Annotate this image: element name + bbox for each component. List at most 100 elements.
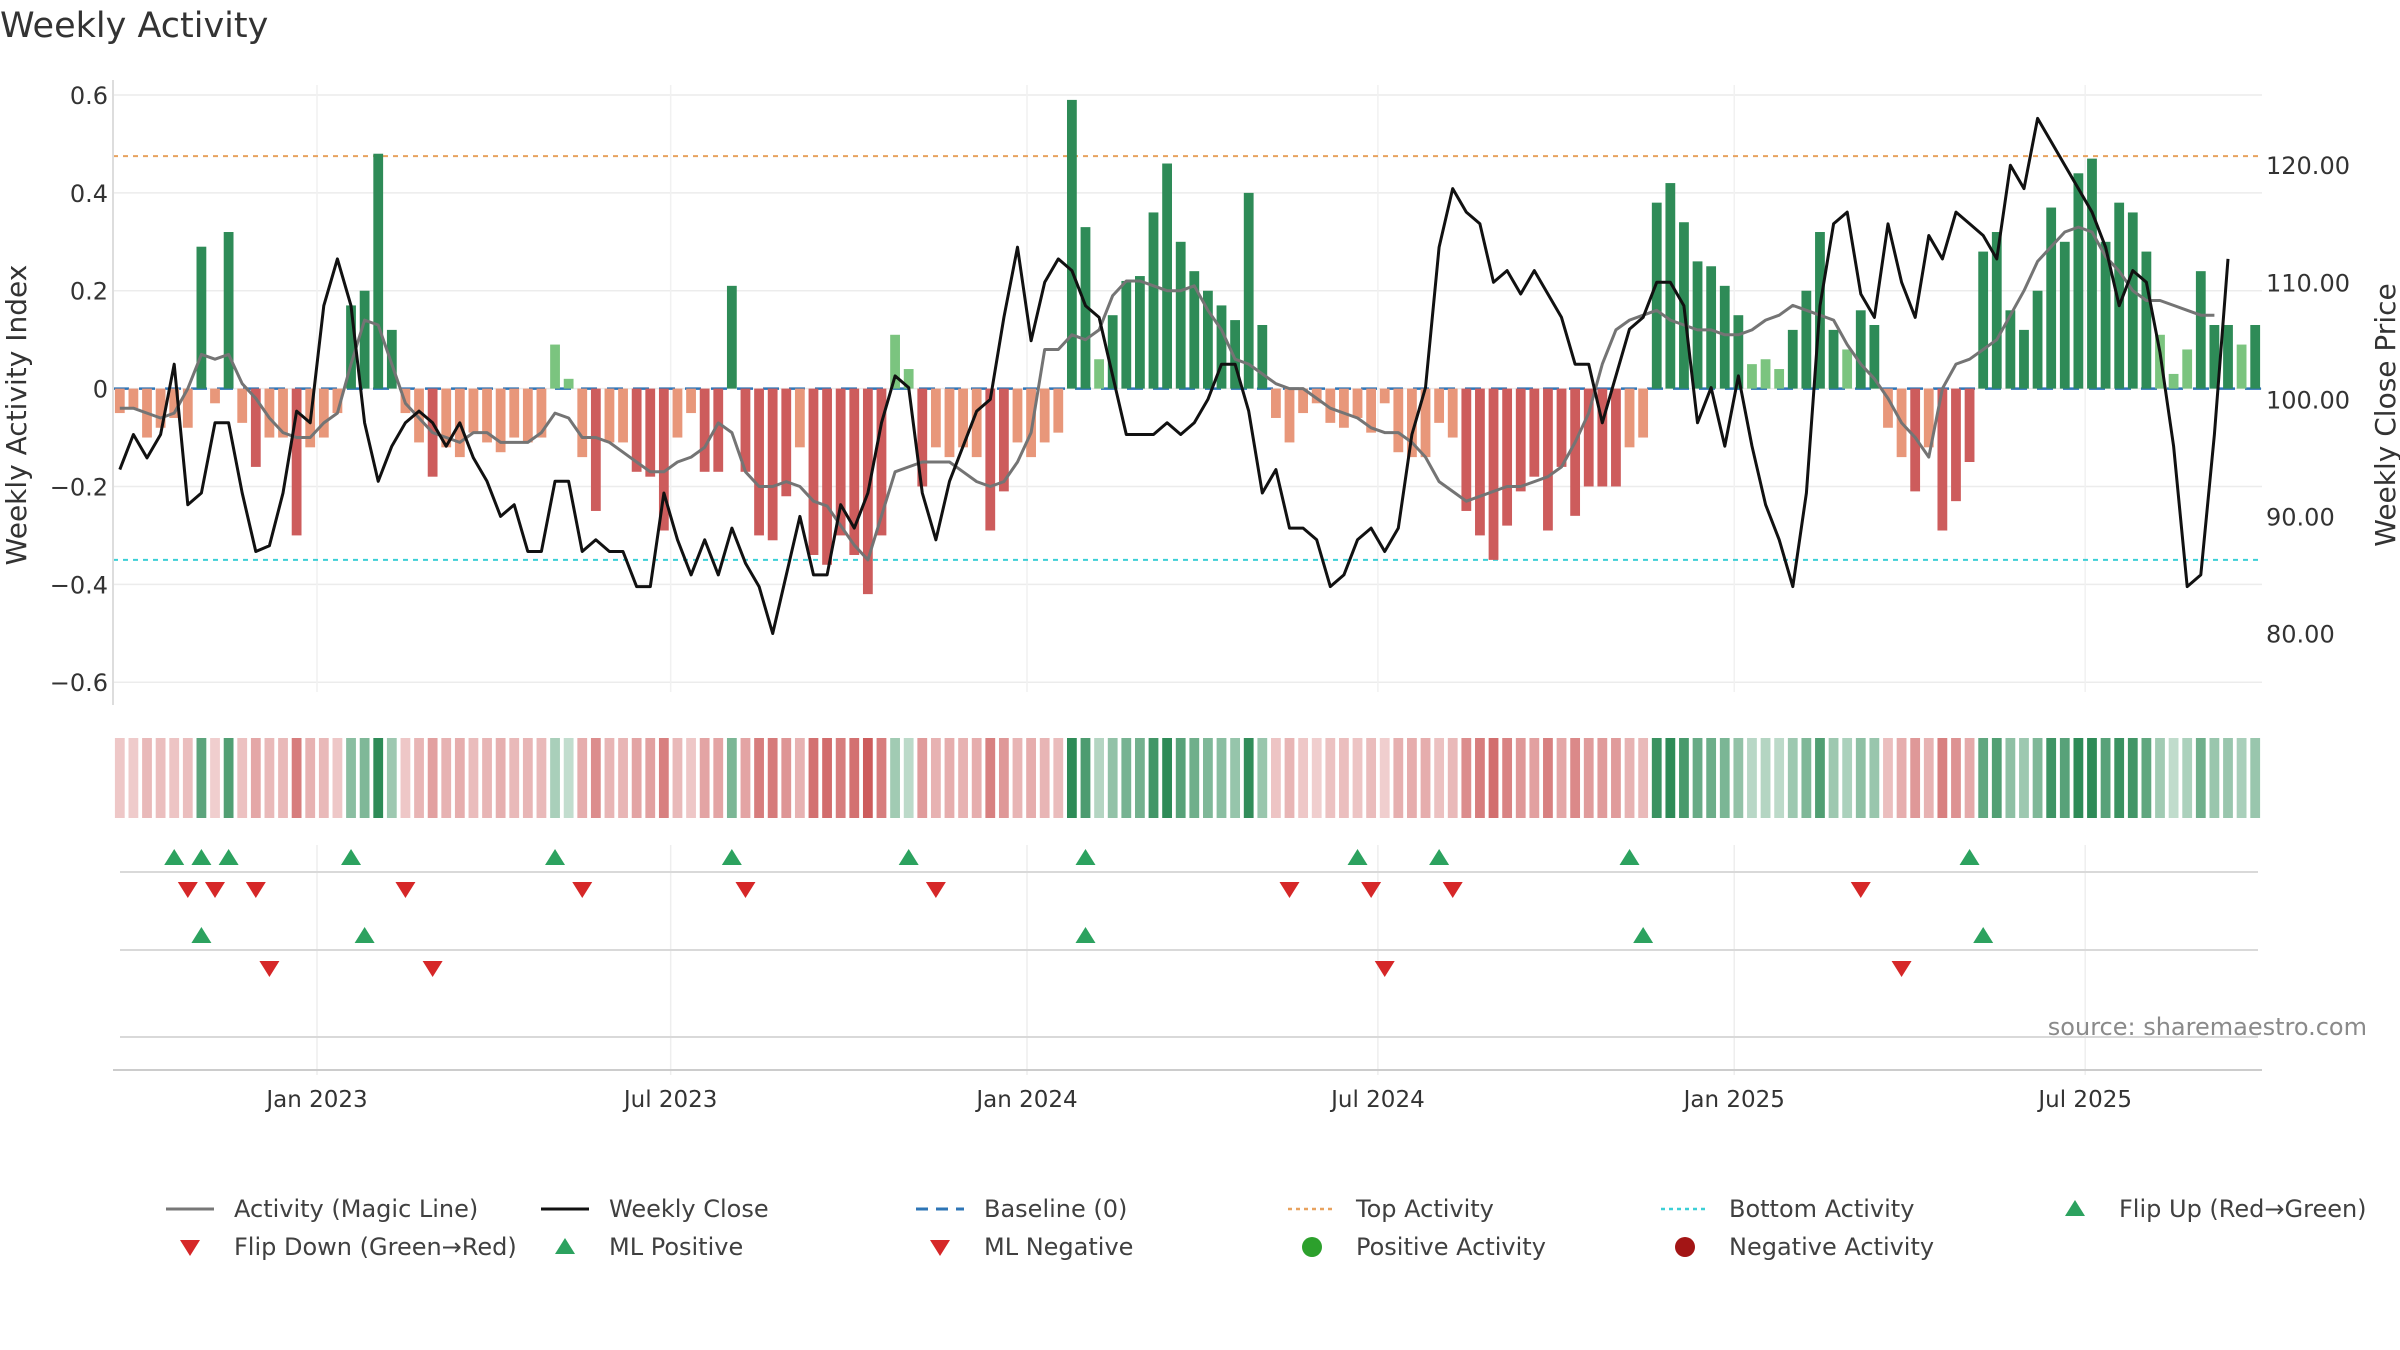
activity-bar [128,388,139,409]
activity-bar [890,334,900,389]
legend-label: Positive Activity [1356,1233,1546,1261]
activity-bar [631,388,642,472]
activity-bar [1243,192,1254,389]
activity-bar [2073,173,2084,389]
heat-strip-cell [1284,738,1295,818]
activity-bar [414,388,424,443]
activity-bar [577,388,588,458]
legend-label: Top Activity [1356,1195,1494,1223]
activity-bar [2046,207,2057,389]
flip-down-marker [1442,882,1463,898]
heat-strip-cell [169,738,180,818]
activity-bar [1475,388,1485,536]
y-left-tick-label: 0.2 [70,278,108,306]
heat-strip-cell [1665,738,1676,818]
legend-item: Flip Up (Red→Green) [2045,1195,2367,1223]
activity-bar [1611,388,1621,487]
heat-strip-cell [2046,738,2057,818]
heat-strip-cell [1638,738,1649,818]
heat-strip-cell [1243,738,1254,818]
legend-label: ML Negative [984,1233,1134,1261]
heat-strip-cell [536,738,547,818]
heat-strip-cell [1121,738,1132,818]
activity-bar [1298,388,1309,414]
x-tick-label: Jul 2024 [1329,1087,1425,1113]
heat-strip-cell [1488,738,1499,818]
heat-strip-cell [1203,738,1213,818]
activity-bar [1842,349,1853,389]
heat-strip-cell [386,738,397,818]
activity-bar [1352,388,1363,418]
legend-label: Bottom Activity [1729,1195,1915,1223]
legend-label: Weekly Close [609,1195,769,1223]
flip-down-marker [245,882,266,898]
activity-bar [1869,324,1880,389]
heat-strip-cell [767,738,778,818]
heat-strip-cell [1420,738,1431,818]
heat-strip-cell [1543,738,1553,818]
flip-up-marker [898,849,919,865]
flip-up-marker [1959,849,1980,865]
activity-bar [998,388,1009,492]
heat-strip-cell [2032,738,2043,818]
activity-bar [1801,290,1812,389]
heat-strip-cell [454,738,465,818]
activity-bar [1937,388,1948,531]
activity-bar [1964,388,1975,463]
activity-bar [563,378,574,389]
heat-strip-cell [2087,738,2097,818]
heat-strip-cell [2223,738,2233,818]
legend-item: Top Activity [1282,1195,1494,1223]
activity-bar [2168,373,2179,389]
heat-strip-cell [1828,738,1839,818]
legend-item: Activity (Magic Line) [160,1195,478,1223]
flip-markers [164,849,1994,977]
legend-swatch [1675,1237,1695,1257]
activity-bar [1080,227,1091,389]
heat-strip-cell [1026,738,1036,818]
heat-strip-cell [1257,738,1268,818]
heat-strip-cell [890,738,900,818]
grid-lines [113,85,2262,1075]
heat-strip-cell [278,738,288,818]
activity-bar [1284,388,1295,443]
heat-strip-cell [1352,738,1363,818]
heat-strip-cell [1624,738,1635,818]
heat-strip-cell [1298,738,1309,818]
x-tick-label: Jan 2023 [264,1087,367,1113]
y-left-label: Weekly Activity Index [0,265,33,566]
activity-bar [509,388,520,438]
activity-bar [332,388,343,414]
activity-bar [1407,388,1417,458]
heat-strip-cell [1230,738,1241,818]
heat-strip-cell [930,738,941,818]
heat-strip-cell [2168,738,2179,818]
axes: 0.6 0.4 0.2 0 −0.2 −0.4 −0.6 120.00 110.00 100.00… [50,80,2350,1113]
ml-positive-marker [191,927,212,943]
activity-bar [1339,388,1349,428]
activity-bar [1039,388,1050,443]
legend-item: Negative Activity [1655,1233,1934,1261]
heat-strip-cell [414,738,424,818]
activity-bar [1393,388,1404,453]
heat-strip-cell [1053,738,1064,818]
flip-down-marker [395,882,416,898]
y-right-label: Weekly Close Price [2369,283,2400,546]
heat-strip-cell [903,738,914,818]
heat-strip-cell [305,738,316,818]
heat-strip-cell [359,738,370,818]
heat-strip-cell [1339,738,1349,818]
activity-bar [1651,202,1662,389]
heat-strip-cell [849,738,860,818]
heat-strip-cell [1692,738,1703,818]
activity-bar [1094,359,1104,389]
heat-strip-cell [2073,738,2084,818]
activity-bar [1597,388,1608,487]
activity-bar [1053,388,1064,433]
magic-line [119,225,2215,562]
heat-strip-cell [740,738,751,818]
heat-strip-cell [223,738,234,818]
activity-bar [781,388,792,497]
heat-strip-cell [1611,738,1621,818]
